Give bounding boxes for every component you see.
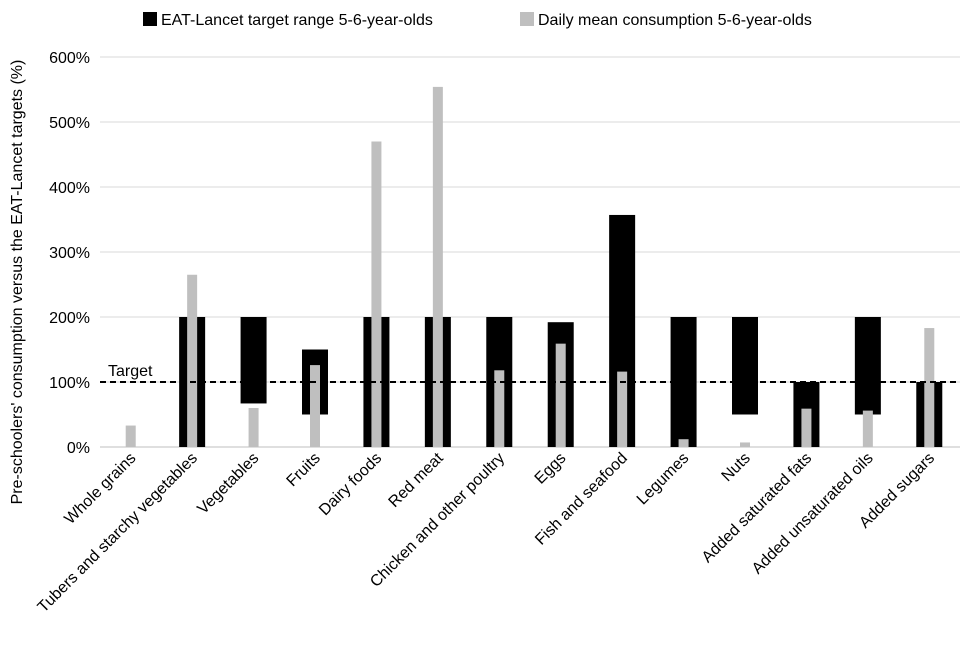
consumption-bar [555, 343, 566, 447]
y-tick-label: 500% [49, 115, 90, 132]
consumption-bar [371, 141, 382, 447]
consumption-bar [801, 408, 812, 447]
consumption-bar [310, 365, 320, 447]
y-tick-label: 300% [49, 245, 90, 262]
x-category-label: Dairy foods [316, 450, 385, 519]
y-tick-label: 100% [49, 375, 90, 392]
gridlines [100, 56, 960, 448]
legend-label: EAT-Lancet target range 5-6-year-olds [161, 12, 433, 29]
x-category-label: Red meat [386, 449, 447, 510]
y-tick-label: 200% [49, 310, 90, 327]
consumption-bar [862, 410, 873, 447]
consumption-bar [248, 408, 259, 447]
consumption-bar [617, 371, 628, 447]
x-category-label: Added unsaturated oils [749, 450, 877, 578]
legend-swatch [143, 12, 157, 26]
x-category-label: Added saturated fats [699, 450, 815, 566]
y-tick-label: 400% [49, 180, 90, 197]
consumption-bar [740, 442, 750, 447]
y-tick-label: 0% [67, 440, 90, 457]
target-line-label: Target [108, 363, 153, 380]
consumption-bar [432, 86, 443, 448]
target-range-bar [732, 317, 758, 415]
x-category-label: Chicken and other poultry [367, 450, 508, 591]
x-category-label: Eggs [532, 450, 570, 488]
target-range-bar [854, 317, 881, 415]
consumption-bar [678, 439, 689, 447]
y-tick-label: 600% [49, 50, 90, 67]
x-category-label: Nuts [719, 450, 754, 485]
x-category-label: Legumes [634, 450, 693, 509]
y-axis-ticks: 0% 100% 200% 300% 400% 500% 600% [49, 50, 90, 457]
legend-swatch [520, 12, 534, 26]
bars [125, 86, 943, 448]
y-axis-label: Pre-schoolers' consumption versus the EA… [9, 60, 26, 505]
consumption-bar [125, 425, 136, 447]
consumption-bar [494, 370, 505, 447]
x-category-label: Vegetables [194, 450, 262, 518]
legend-label: Daily mean consumption 5-6-year-olds [538, 12, 812, 29]
target-reference: Target [100, 363, 960, 383]
consumption-bar [924, 328, 935, 447]
legend: EAT-Lancet target range 5-6-year-olds Dai… [143, 12, 812, 29]
target-range-bar [240, 317, 267, 404]
x-category-label: Fruits [284, 450, 324, 490]
consumption-bar [187, 274, 198, 447]
